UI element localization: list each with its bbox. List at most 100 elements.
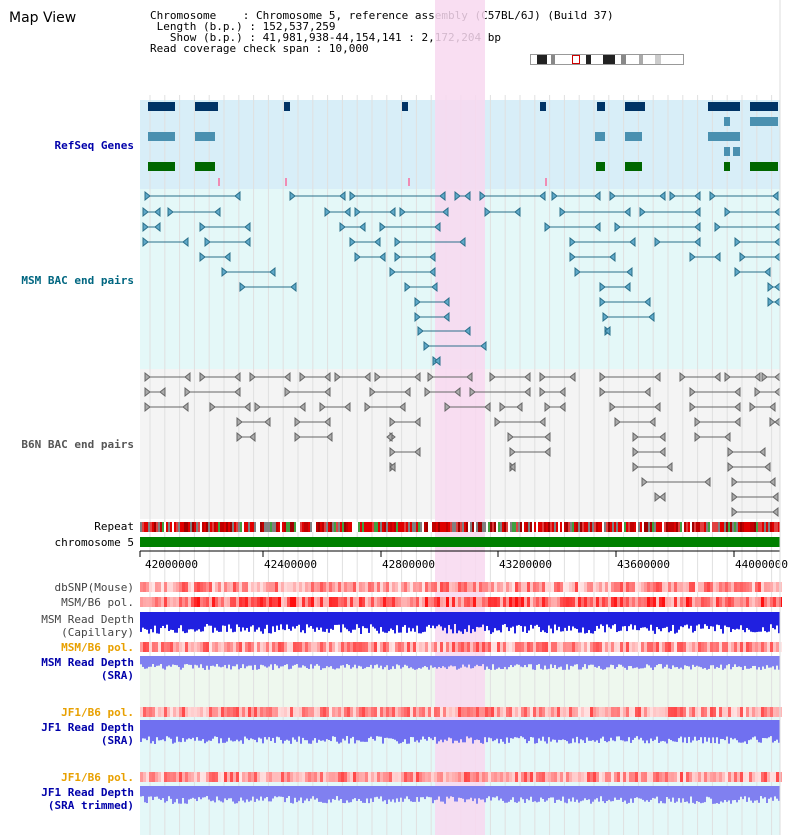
depth-bar — [446, 720, 448, 741]
pol-cell — [383, 582, 386, 592]
pol-cell — [239, 707, 242, 717]
depth-bar — [296, 656, 298, 665]
pol-cell — [185, 642, 188, 652]
depth-bar — [562, 612, 564, 632]
b6n-bac-label[interactable]: B6N BAC end pairs — [21, 438, 134, 451]
chromosome-ideogram[interactable] — [530, 54, 684, 65]
depth-bar — [366, 720, 368, 742]
pol-cell — [308, 597, 311, 607]
repeat-mark — [144, 522, 146, 532]
pol-cell — [566, 582, 569, 592]
pol-cell — [479, 642, 482, 652]
pol-cell — [377, 597, 380, 607]
depth-bar — [162, 786, 164, 799]
bac-pair — [654, 236, 701, 248]
depth-bar — [742, 786, 744, 800]
depth-bar — [556, 720, 558, 743]
pol-cell — [437, 772, 440, 782]
pol-cell — [551, 582, 554, 592]
pol-cell — [761, 642, 764, 652]
pol-cell — [170, 772, 173, 782]
b6n-bac-pairs[interactable] — [144, 371, 781, 518]
depth-bar — [616, 786, 618, 800]
refseq-label[interactable]: RefSeq Genes — [54, 139, 134, 152]
repeat-mark — [314, 522, 316, 532]
repeat-mark — [568, 522, 570, 532]
depth-bar — [500, 612, 502, 633]
depth-bar — [226, 786, 228, 801]
depth-bar — [502, 612, 504, 625]
highlight-region[interactable] — [435, 0, 485, 835]
repeat-mark — [718, 522, 720, 532]
depth-bar — [752, 720, 754, 738]
depth-bar — [234, 612, 236, 632]
depth-bar — [354, 786, 356, 799]
pol-cell — [365, 597, 368, 607]
pol-cell — [350, 642, 353, 652]
pol-cell — [578, 582, 581, 592]
depth-bar — [488, 656, 490, 669]
pol-cell — [692, 582, 695, 592]
pol-cell — [740, 642, 743, 652]
pol-cell — [245, 772, 248, 782]
pol-cell — [179, 707, 182, 717]
gene-tick — [408, 178, 410, 186]
depth-bar — [142, 656, 144, 667]
depth-bar — [404, 720, 406, 740]
pol-cell — [485, 707, 488, 717]
depth-bar — [152, 720, 154, 742]
depth-bar — [722, 786, 724, 803]
pol-cell — [737, 642, 740, 652]
depth-bar — [446, 786, 448, 797]
depth-bar — [774, 786, 776, 797]
gene-feature — [148, 162, 175, 171]
pol-cell — [176, 597, 179, 607]
bac-pair — [507, 431, 551, 443]
pol-cell — [554, 707, 557, 717]
depth-bar — [506, 612, 508, 628]
depth-bar — [238, 720, 240, 742]
repeat-mark — [246, 522, 248, 532]
depth-bar — [644, 786, 646, 802]
pol-cell — [626, 642, 629, 652]
pol-cell — [746, 707, 749, 717]
pol-cell — [407, 582, 410, 592]
msm-bac-pairs[interactable] — [142, 190, 781, 367]
repeat-mark — [714, 522, 716, 532]
depth-bar — [490, 786, 492, 801]
pol-cell — [218, 772, 221, 782]
depth-bar — [592, 720, 594, 741]
pol-cell — [623, 642, 626, 652]
depth-bar — [614, 612, 616, 625]
bac-pair — [354, 251, 386, 263]
tick-label: 43200000 — [499, 558, 552, 571]
msm-bac-label[interactable]: MSM BAC end pairs — [21, 274, 134, 287]
depth-bar — [656, 786, 658, 797]
depth-bar — [696, 612, 698, 626]
depth-bar — [510, 612, 512, 628]
depth-bar — [566, 786, 568, 804]
pol-cell — [368, 582, 371, 592]
depth-bar — [316, 786, 318, 799]
depth-bar — [340, 612, 342, 633]
bac-pair — [569, 251, 616, 263]
pol-cell — [635, 642, 638, 652]
gene-feature — [733, 147, 740, 156]
pol-cell — [653, 707, 656, 717]
pol-cell — [620, 707, 623, 717]
pol-cell — [557, 597, 560, 607]
pol-cell — [533, 597, 536, 607]
pol-cell — [224, 582, 227, 592]
pol-cell — [386, 642, 389, 652]
refseq-genes[interactable] — [148, 102, 778, 186]
bac-pair — [236, 431, 256, 443]
pol-cell — [380, 582, 383, 592]
repeat-mark — [344, 522, 346, 532]
depth-bar — [572, 656, 574, 667]
depth-bar — [368, 786, 370, 804]
depth-bar — [630, 786, 632, 799]
pol-cell — [383, 772, 386, 782]
depth-bar — [434, 720, 436, 737]
bac-pair — [609, 401, 661, 413]
